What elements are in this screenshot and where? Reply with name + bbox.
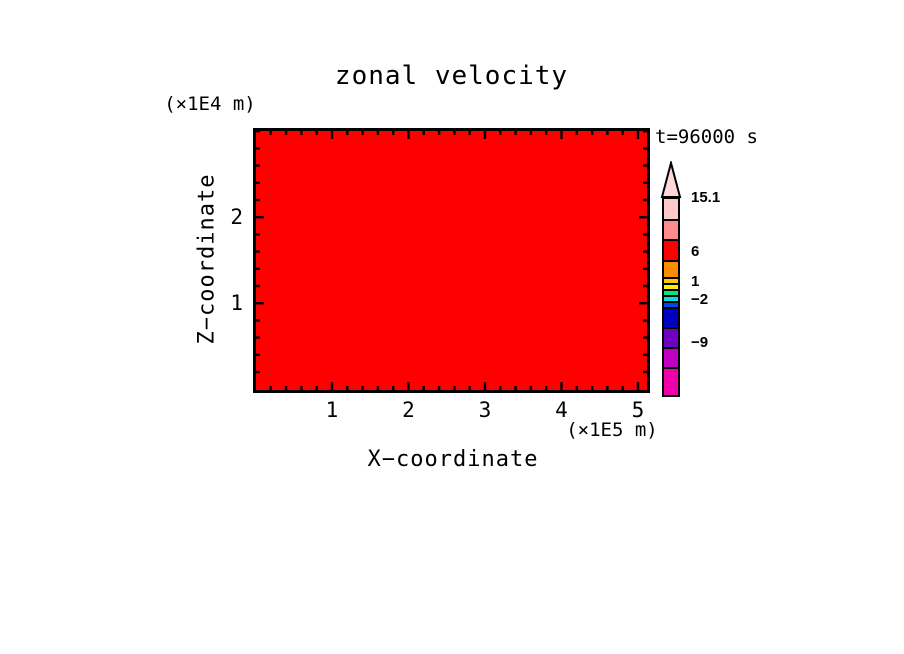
colorbar-segment	[664, 289, 678, 296]
colorbar-segment	[664, 327, 678, 347]
colorbar-value-label: −9	[691, 334, 709, 351]
colorbar-value-label: 6	[691, 243, 700, 260]
colorbar-arrow-icon	[660, 161, 682, 198]
x-tick-label: 5	[631, 398, 645, 422]
y-tick-label: 2	[230, 205, 243, 230]
colorbar	[662, 197, 680, 397]
colorbar-segment	[664, 259, 678, 278]
colorbar-value-label: 1	[691, 273, 700, 290]
colorbar-segment	[664, 239, 678, 260]
colorbar-segment	[664, 199, 678, 219]
x-tick-label: 3	[478, 398, 492, 422]
time-annotation: t=96000 s	[655, 126, 758, 148]
colorbar-value-label: −2	[691, 291, 709, 308]
colorbar-segment	[664, 218, 678, 240]
colorbar-segment	[664, 283, 678, 290]
x-axis-title: X−coordinate	[367, 447, 539, 472]
colorbar-segment	[664, 277, 678, 284]
contour-field	[253, 128, 650, 393]
x-axis-unit-label: (×1E5 m)	[566, 419, 658, 441]
colorbar-segment	[664, 300, 678, 307]
plot-title: zonal velocity	[334, 61, 569, 91]
y-tick-label: 1	[230, 291, 243, 316]
colorbar-segment	[664, 346, 678, 367]
x-tick-label: 1	[325, 398, 339, 422]
colorbar-value-label: 15.1	[691, 189, 721, 206]
x-tick-label: 4	[555, 398, 568, 422]
x-tick-label: 2	[402, 398, 415, 422]
colorbar-segment	[664, 306, 678, 328]
colorbar-segment	[664, 295, 678, 301]
y-axis-unit-label: (×1E4 m)	[164, 93, 256, 115]
colorbar-segment	[664, 366, 678, 395]
y-axis-title: Z−coordinate	[194, 173, 220, 345]
